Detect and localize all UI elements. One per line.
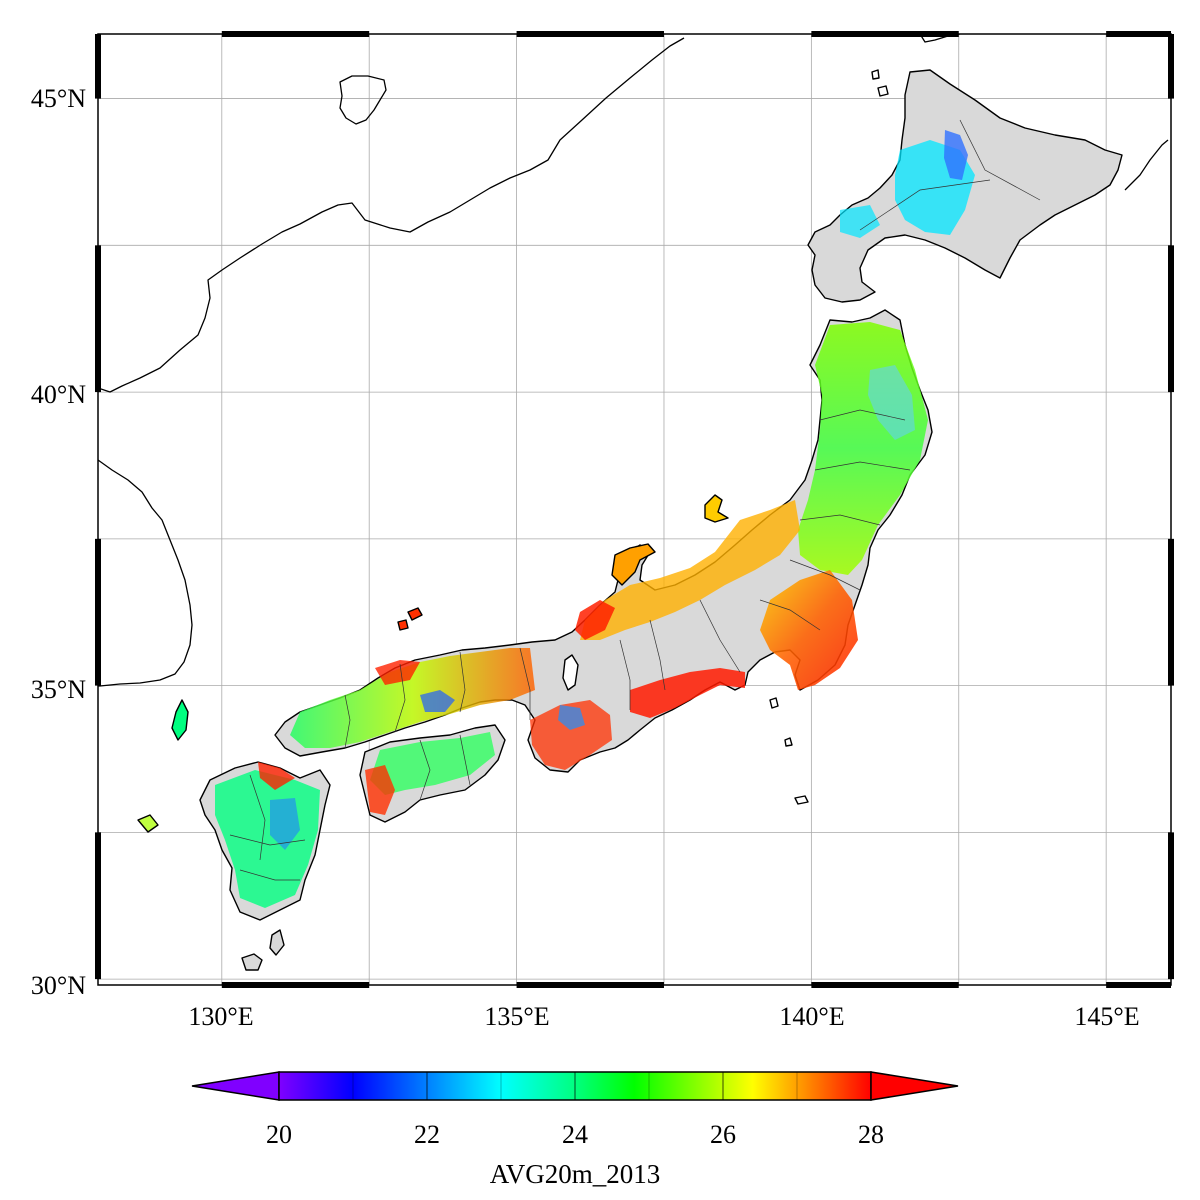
lon-tick-140: 140°E — [779, 1002, 844, 1031]
frame-bar-segment — [811, 31, 959, 37]
lat-tick-40: 40°N — [31, 380, 86, 409]
frame-bar-segment — [1106, 31, 1171, 37]
latitude-tick-labels: 30°N 35°N 40°N 45°N — [31, 84, 86, 1000]
frame-bar-segment — [221, 982, 370, 988]
colorbar-under-triangle — [191, 1071, 280, 1101]
mainland-coastline — [98, 37, 685, 393]
island-coastline — [339, 75, 387, 125]
frame-bar-segment — [516, 982, 664, 988]
tokai-zone — [630, 668, 745, 718]
frame-bar-segment — [95, 538, 101, 686]
lon-tick-130: 130°E — [188, 1002, 253, 1031]
shikoku-zone — [370, 732, 495, 795]
frame-bar-segment — [221, 31, 370, 37]
hokuriku-zone — [580, 500, 800, 640]
lat-tick-45: 45°N — [31, 84, 86, 113]
noto-peninsula — [611, 543, 656, 586]
frame-bar-segment — [811, 982, 959, 988]
colorbar: 20 22 24 26 28 AVG20m_2013 — [191, 1071, 959, 1189]
chugoku-zone — [290, 648, 535, 748]
prefecture-boundaries — [229, 119, 1041, 881]
kii-zone — [530, 700, 612, 770]
colorbar-tick-label-28: 28 — [858, 1120, 884, 1149]
colorbar-tick-label-26: 26 — [710, 1120, 736, 1149]
sado-island — [704, 494, 729, 523]
map-layers — [98, 34, 1169, 971]
lat-tick-35: 35°N — [31, 675, 86, 704]
colorbar-tick-label-20: 20 — [266, 1120, 292, 1149]
frame-bar-segment — [1106, 982, 1171, 988]
frame-bar-segment — [1168, 34, 1174, 99]
frame-bar-segment — [1168, 832, 1174, 980]
kanto-zone — [760, 570, 858, 690]
lon-tick-135: 135°E — [484, 1002, 549, 1031]
lake-biwa — [562, 654, 579, 691]
colorbar-ticks — [278, 1072, 872, 1100]
colorbar-tick-label-24: 24 — [562, 1120, 588, 1149]
frame-bar-segment — [1168, 245, 1174, 393]
hokkaido-cold-zone — [944, 130, 968, 180]
longitude-tick-labels: 130°E 135°E 140°E 145°E — [188, 1002, 1139, 1031]
frame-checker-bars — [95, 31, 1174, 988]
frame-bar-segment — [95, 34, 101, 99]
frame-bar-segment — [95, 245, 101, 393]
frame-bar-segment — [516, 31, 664, 37]
frame-bar-segment — [95, 832, 101, 980]
lon-tick-145: 145°E — [1074, 1002, 1139, 1031]
korea-coastline — [98, 459, 193, 687]
colorbar-title: AVG20m_2013 — [490, 1159, 661, 1189]
kurils-coastline — [1124, 139, 1169, 191]
frame-bar-segment — [1168, 538, 1174, 686]
lat-tick-30: 30°N — [31, 971, 86, 1000]
colorbar-tick-label-22: 22 — [414, 1120, 440, 1149]
colorbar-over-triangle — [870, 1071, 959, 1101]
